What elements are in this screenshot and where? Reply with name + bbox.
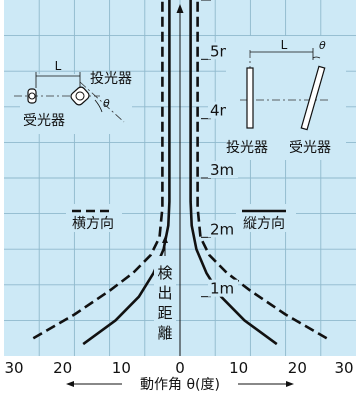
- x-tick-label: 10: [229, 359, 248, 377]
- legend-label-dashed: 横方向: [72, 216, 114, 232]
- left-inset: L θ 投光器 受光器: [14, 59, 132, 134]
- left-inset-theta: θ: [103, 97, 110, 110]
- right-inset-receiver-label: 受光器: [289, 140, 331, 156]
- x-tick-label: 0: [175, 359, 185, 377]
- y-tick-label-bg: [208, 279, 238, 297]
- detection-distance-caption: 検 出 距 離: [154, 256, 176, 350]
- right-inset-emitter-label: 投光器: [226, 140, 268, 156]
- y-tick-label: 2m: [210, 220, 234, 238]
- emitter-bar-icon: [246, 67, 254, 129]
- x-tick-label: 30: [334, 359, 353, 377]
- x-ticks: 30 20 10 0 10 20 30: [4, 359, 353, 377]
- left-inset-emitter-label: 投光器: [90, 71, 132, 87]
- caption-char: 離: [157, 324, 172, 342]
- receiver-bar-icon: [300, 65, 326, 131]
- x-axis-title: 動作角 θ(度): [140, 377, 220, 393]
- legend: 横方向 縦方向: [66, 204, 296, 232]
- caption-char: 出: [157, 284, 172, 302]
- center-axis: [176, 4, 184, 356]
- caption-char: 検: [157, 264, 172, 282]
- up-arrow-icon: [162, 236, 168, 256]
- legend-label-solid: 縦方向: [243, 216, 285, 232]
- left-inset-L: L: [55, 59, 62, 73]
- right-inset-theta: θ: [319, 39, 326, 52]
- y-tick-label: 1m: [210, 280, 234, 298]
- x-tick-label: 20: [53, 359, 72, 377]
- right-inset: L θ 投光器 受光器: [226, 36, 346, 160]
- right-inset-L: L: [281, 38, 288, 52]
- y-tick-label: 6m: [210, 0, 234, 1]
- y-tick-label-bg: [208, 161, 238, 178]
- receiver-icon: [27, 88, 37, 104]
- series-line-dashed-right: [196, 0, 328, 340]
- center-axis-arrow-icon: [176, 4, 184, 13]
- x-axis-title-group: 動作角 θ(度): [66, 377, 294, 393]
- legend-item-dashed: 横方向: [66, 204, 122, 232]
- series-line-dashed-left: [32, 0, 164, 340]
- left-inset-receiver-label: 受光器: [23, 113, 65, 129]
- y-tick-label-bg: [208, 220, 238, 238]
- emitter-icon: [70, 86, 90, 106]
- y-tick-label: 3m: [210, 161, 234, 179]
- x-tick-label: 20: [288, 359, 307, 377]
- x-tick-label: 30: [4, 359, 23, 377]
- legend-item-solid: 縦方向: [236, 204, 296, 232]
- series-line-solid-right: [189, 0, 278, 346]
- x-tick-label: 10: [112, 359, 131, 377]
- caption-char: 距: [157, 304, 172, 322]
